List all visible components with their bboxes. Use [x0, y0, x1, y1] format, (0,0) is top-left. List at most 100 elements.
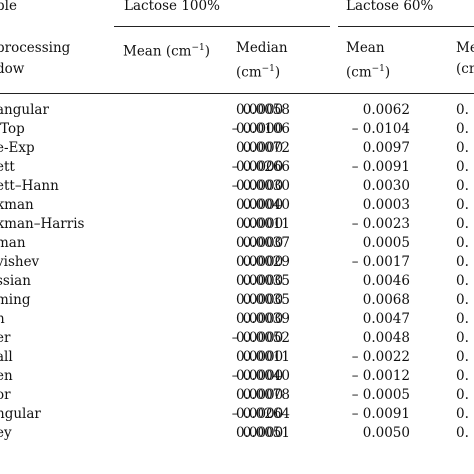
- processing-window-header: processing dow: [0, 40, 70, 77]
- mean-100-cell: 0.0039: [242, 311, 290, 327]
- window-name-cell: ey: [0, 425, 12, 441]
- table-row: all 0.0011 0.0000 – 0.0022 0.: [0, 348, 474, 367]
- header-bottom-rule: [0, 93, 474, 94]
- mean-100-cell: 0.0051: [242, 425, 290, 441]
- window-name-cell: vishev: [0, 254, 40, 270]
- mean-60-cell: 0.0068: [362, 292, 410, 308]
- mean-100-cell: – 0.0106: [231, 121, 290, 137]
- table-row: ming 0.0035 0.0000 0.0068 0.: [0, 291, 474, 310]
- table-row: man 0.0037 0.0000 0.0005 0.: [0, 234, 474, 253]
- median-100-cell: 0.0000: [236, 311, 284, 327]
- mean-100-cell: 0.0029: [242, 254, 290, 270]
- window-name-cell: man: [0, 235, 26, 251]
- window-name-cell: ming: [0, 292, 31, 308]
- median-100-header: Median (cm−1): [236, 40, 288, 81]
- window-name-cell: ngular: [0, 406, 41, 422]
- median-100-cell: 0.0000: [236, 425, 284, 441]
- mean-60-cell: – 0.0005: [351, 387, 410, 403]
- mean-100-cell: 0.0011: [242, 349, 290, 365]
- table-row: n 0.0039 0.0000 0.0047 0.: [0, 310, 474, 329]
- mean-60-cell: 0.0046: [362, 273, 410, 289]
- mean-100-cell: 0.0072: [242, 140, 290, 156]
- window-name-cell: ett–Hann: [0, 178, 59, 194]
- window-name-cell: er: [0, 330, 11, 346]
- group-header-lactose-100: Lactose 100%: [124, 0, 220, 14]
- mean-60-cell: 0.0097: [362, 140, 410, 156]
- median-60-cell: 0.: [456, 235, 469, 251]
- table-row: kman 0.0040 0.0000 0.0003 0.: [0, 196, 474, 215]
- processing-label-line1: processing: [0, 40, 71, 56]
- mean-100-cell: – 0.0030: [231, 178, 290, 194]
- processing-label-line2: dow: [0, 61, 25, 77]
- window-name-cell: or: [0, 387, 11, 403]
- window-name-cell: -Top: [0, 121, 25, 137]
- median-60-cell: 0.: [456, 178, 469, 194]
- median-60-header: Me (cm: [456, 40, 474, 77]
- mean-100-header: Mean (cm−1): [123, 43, 211, 60]
- median-60-cell: 0.: [456, 349, 469, 365]
- window-name-cell: angular: [0, 102, 49, 118]
- median-100-cell: 0.0000: [236, 273, 284, 289]
- mean-60-cell: – 0.0091: [351, 159, 410, 175]
- median-60-cell: 0.: [456, 292, 469, 308]
- median-100-cell: 0.0000: [236, 140, 284, 156]
- mean-60-cell: 0.0062: [362, 102, 410, 118]
- mean-60-cell: – 0.0091: [351, 406, 410, 422]
- median-60-cell: 0.: [456, 159, 469, 175]
- median-60-cell: 0.: [456, 273, 469, 289]
- median-60-cell: 0.: [456, 330, 469, 346]
- median-60-cell: 0.: [456, 254, 469, 270]
- median-100-cell: 0.0000: [236, 330, 284, 346]
- mean-60-cell: 0.0048: [362, 330, 410, 346]
- median-60-cell: 0.: [456, 102, 469, 118]
- mean-60-cell: – 0.0017: [351, 254, 410, 270]
- table-row: ett–Hann – 0.0030 0.0000 0.0030 0.: [0, 177, 474, 196]
- mean-60-cell: – 0.0104: [351, 121, 410, 137]
- mean-100-cell: 0.0035: [242, 273, 290, 289]
- median-60-cell: 0.: [456, 425, 469, 441]
- mean-100-cell: – 0.0266: [231, 159, 290, 175]
- window-name-cell: ett: [0, 159, 15, 175]
- mean-60-cell: 0.0005: [362, 235, 410, 251]
- median-100-cell: 0.0000: [236, 254, 284, 270]
- window-name-cell: ssian: [0, 273, 31, 289]
- mean-100-cell: 0.0037: [242, 235, 290, 251]
- window-name-cell: e-Exp: [0, 140, 35, 156]
- window-name-cell: en: [0, 368, 13, 384]
- table-row: or 0.0078 0.0000 – 0.0005 0.: [0, 386, 474, 405]
- median-60-cell: 0.: [456, 368, 469, 384]
- mean-100-cell: 0.0035: [242, 292, 290, 308]
- mean-60-cell: – 0.0012: [351, 368, 410, 384]
- table-row: kman–Harris 0.0011 0.0000 – 0.0023 0.: [0, 215, 474, 234]
- median-100-cell: 0.0000: [236, 178, 284, 194]
- median-100-cell: 0.0000: [236, 121, 284, 137]
- mean-100-cell: – 0.0040: [231, 368, 290, 384]
- median-100-cell: 0.0000: [236, 349, 284, 365]
- mean-60-cell: 0.0003: [362, 197, 410, 213]
- median-100-cell: 0.0000: [236, 159, 284, 175]
- window-name-cell: kman: [0, 197, 34, 213]
- median-100-cell: 0.0000: [236, 102, 284, 118]
- median-60-cell: 0.: [456, 140, 469, 156]
- table-row: angular 0.0058 0.0000 0.0062 0.: [0, 101, 474, 120]
- mean-100-cell: – 0.0264: [231, 406, 290, 422]
- median-60-cell: 0.: [456, 406, 469, 422]
- mean-60-cell: 0.0030: [362, 178, 410, 194]
- mean-60-cell: – 0.0022: [351, 349, 410, 365]
- median-100-cell: 0.0000: [236, 368, 284, 384]
- table-row: vishev 0.0029 0.0000 – 0.0017 0.: [0, 253, 474, 272]
- mean-100-cell: – 0.0052: [231, 330, 290, 346]
- mean-100-cell: 0.0058: [242, 102, 290, 118]
- table-row: ngular – 0.0264 0.0000 – 0.0091 0.: [0, 405, 474, 424]
- group-rule-lactose-60: [338, 26, 474, 27]
- group-rule-lactose-100: [114, 26, 330, 27]
